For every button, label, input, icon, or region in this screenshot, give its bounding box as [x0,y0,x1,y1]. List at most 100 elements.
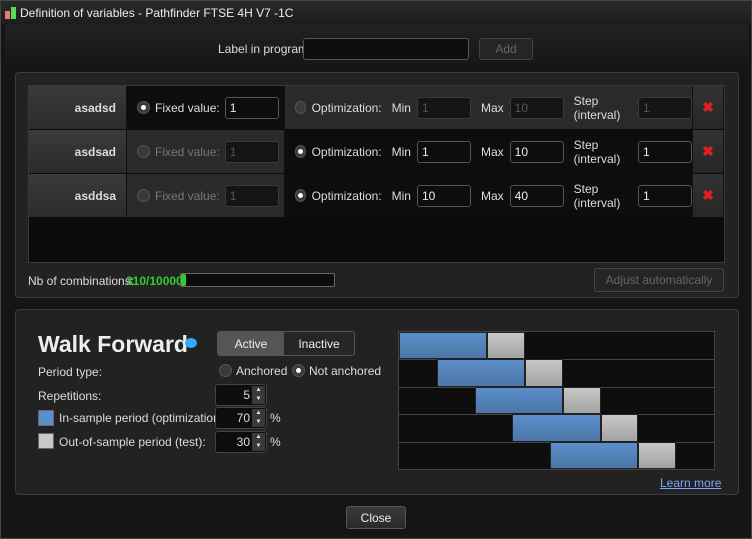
variables-table: asadsd Fixed value: Optimization: Min Max S… [28,85,725,263]
repetitions-value: 5 [243,388,250,402]
in-sample-block [550,441,639,469]
in-sample-swatch [38,410,54,426]
out-sample-block [638,441,677,469]
out-sample-block [562,386,601,415]
spin-arrows-icon[interactable]: ▲ ▼ [252,386,265,404]
optimization-cell: Optimization: Min Max Step (interval) [285,86,693,129]
combinations-label: Nb of combinations: [28,274,135,288]
variable-row: asadsd Fixed value: Optimization: Min Max S… [29,86,724,130]
in-sample-value: 70 [236,411,250,425]
spin-arrows-icon[interactable]: ▲ ▼ [252,433,265,451]
not-anchored-radio[interactable] [292,364,305,377]
variable-name: asdsad [29,130,127,173]
delete-variable-icon[interactable]: ✖ [693,130,724,173]
percent-label: % [270,411,281,425]
row-divider [399,469,714,470]
label-in-program-input[interactable] [303,38,469,60]
fixed-value-cell: Fixed value: [127,86,285,129]
min-input[interactable] [416,184,471,207]
learn-more-link[interactable]: Learn more [660,476,722,490]
window-title: Definition of variables - Pathfinder FTS… [20,6,294,20]
optimization-label: Optimization: [311,144,382,159]
period-type-label: Period type: [38,365,103,379]
repetitions-spinner[interactable]: 5 ▲ ▼ [215,384,267,406]
min-label: Min [391,144,411,159]
optimization-label: Optimization: [311,100,382,115]
not-anchored-label: Not anchored [309,364,382,378]
max-input[interactable] [509,96,564,119]
optimization-cell: Optimization: Min Max Step (interval) [285,130,693,173]
anchored-radio[interactable] [219,364,232,377]
optimization-radio[interactable] [295,189,306,202]
in-sample-label: In-sample period (optimization) [59,411,224,425]
percent-label: % [270,435,281,449]
max-label: Max [480,144,504,159]
max-label: Max [480,188,504,203]
in-sample-block [399,332,488,360]
fixed-value-radio[interactable] [137,189,150,202]
out-sample-swatch [38,433,54,449]
fixed-value-input[interactable] [224,140,279,163]
fixed-value-cell: Fixed value: [127,174,285,217]
out-sample-label: Out-of-sample period (test): [59,435,206,449]
out-sample-block [600,414,639,442]
fixed-value-cell: Fixed value: [127,130,285,173]
max-input[interactable] [509,184,564,207]
step-label: Step (interval) [573,181,621,210]
fixed-value-label: Fixed value: [155,100,220,115]
min-input[interactable] [416,140,471,163]
out-sample-value: 30 [236,435,250,449]
optimization-label: Optimization: [311,188,382,203]
in-sample-block [512,414,601,442]
optimization-radio[interactable] [295,101,306,114]
spin-arrows-icon[interactable]: ▲ ▼ [252,409,265,427]
min-input[interactable] [416,96,471,119]
in-sample-block [474,386,563,415]
walk-forward-diagram [398,331,715,470]
step-label: Step (interval) [573,93,621,122]
optimization-radio[interactable] [295,145,306,158]
app-logo-icon [5,7,16,19]
help-bubble-icon[interactable] [185,338,197,348]
variable-name: asddsa [29,174,127,217]
variable-row: asdsad Fixed value: Optimization: Min Max S… [29,130,724,174]
step-input[interactable] [638,184,692,207]
max-label: Max [480,100,504,115]
title-bar: Definition of variables - Pathfinder FTS… [1,1,751,25]
variable-name: asadsd [29,86,127,129]
label-in-program-label: Label in program [218,42,309,56]
fixed-value-label: Fixed value: [155,144,220,159]
min-label: Min [391,188,411,203]
delete-variable-icon[interactable]: ✖ [693,174,724,217]
optimization-cell: Optimization: Min Max Step (interval) [285,174,693,217]
variable-row: asddsa Fixed value: Optimization: Min Max S… [29,174,724,218]
in-sample-block [436,359,525,387]
adjust-automatically-button[interactable]: Adjust automatically [594,268,724,292]
fixed-value-input[interactable] [224,96,279,119]
active-button[interactable]: Active [218,332,284,355]
in-sample-spinner[interactable]: 70 ▲ ▼ [215,407,267,429]
combinations-value: 310/10000 [126,274,183,288]
fixed-value-radio[interactable] [137,145,150,158]
inactive-button[interactable]: Inactive [284,332,354,355]
max-input[interactable] [509,140,564,163]
close-button[interactable]: Close [346,506,406,529]
anchored-label: Anchored [236,364,288,378]
active-toggle: Active Inactive [217,331,355,356]
step-input[interactable] [638,96,692,119]
fixed-value-radio[interactable] [137,101,150,114]
out-sample-block [487,332,525,360]
fixed-value-label: Fixed value: [155,188,220,203]
out-sample-block [525,359,563,387]
delete-variable-icon[interactable]: ✖ [693,86,724,129]
out-sample-spinner[interactable]: 30 ▲ ▼ [215,431,267,453]
repetitions-label: Repetitions: [38,389,102,403]
step-input[interactable] [638,140,692,163]
min-label: Min [391,100,411,115]
walk-forward-title: Walk Forward [38,331,188,357]
fixed-value-input[interactable] [224,184,279,207]
add-button[interactable]: Add [479,38,533,60]
step-label: Step (interval) [573,137,621,166]
combinations-progress [180,273,335,287]
